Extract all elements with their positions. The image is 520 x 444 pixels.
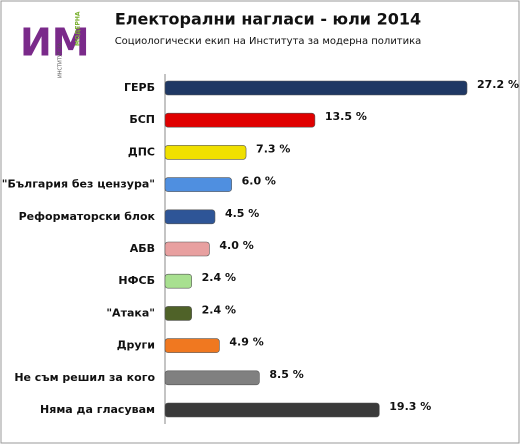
bar bbox=[164, 209, 216, 225]
bar bbox=[164, 370, 260, 386]
bar bbox=[164, 338, 220, 353]
category-label: ГЕРБ bbox=[124, 81, 155, 94]
bar bbox=[164, 241, 210, 257]
category-label: АБВ bbox=[130, 242, 155, 255]
value-label: 8.5 % bbox=[269, 368, 303, 381]
category-label: "Атака" bbox=[106, 306, 155, 319]
value-label: 13.5 % bbox=[325, 110, 367, 123]
category-label: Реформаторски блок bbox=[19, 210, 156, 223]
bar bbox=[164, 80, 468, 96]
value-label: 2.4 % bbox=[202, 271, 236, 284]
value-label: 2.4 % bbox=[202, 303, 236, 316]
logo-word: МОДЕРНА bbox=[75, 11, 82, 46]
value-label: 27.2 % bbox=[477, 78, 519, 91]
bar bbox=[164, 402, 380, 418]
chart-title: Електорални нагласи - юли 2014 bbox=[115, 10, 421, 29]
category-label: "България без цензура" bbox=[2, 178, 155, 191]
value-label: 19.3 % bbox=[389, 400, 431, 413]
logo-side: ИНСТИТУТ ЗА bbox=[58, 42, 64, 78]
category-label: ДПС bbox=[128, 145, 155, 158]
value-label: 4.9 % bbox=[229, 336, 263, 349]
category-label: Няма да гласувам bbox=[40, 403, 155, 416]
category-label: НФСБ bbox=[118, 274, 155, 287]
bar bbox=[164, 145, 247, 160]
value-label: 7.3 % bbox=[256, 142, 290, 155]
bar bbox=[164, 112, 316, 128]
category-label: Не съм решил за кого bbox=[14, 371, 155, 384]
chart-subtitle: Социологически екип на Института за моде… bbox=[115, 36, 422, 47]
logo-letters: ИМ bbox=[20, 21, 90, 65]
bar bbox=[164, 273, 192, 289]
value-label: 4.0 % bbox=[219, 239, 253, 252]
bar bbox=[164, 177, 232, 192]
category-label: Други bbox=[117, 339, 155, 352]
value-label: 6.0 % bbox=[242, 175, 276, 188]
value-label: 4.5 % bbox=[225, 207, 259, 220]
category-label: БСП bbox=[129, 113, 155, 126]
bar bbox=[164, 306, 192, 321]
